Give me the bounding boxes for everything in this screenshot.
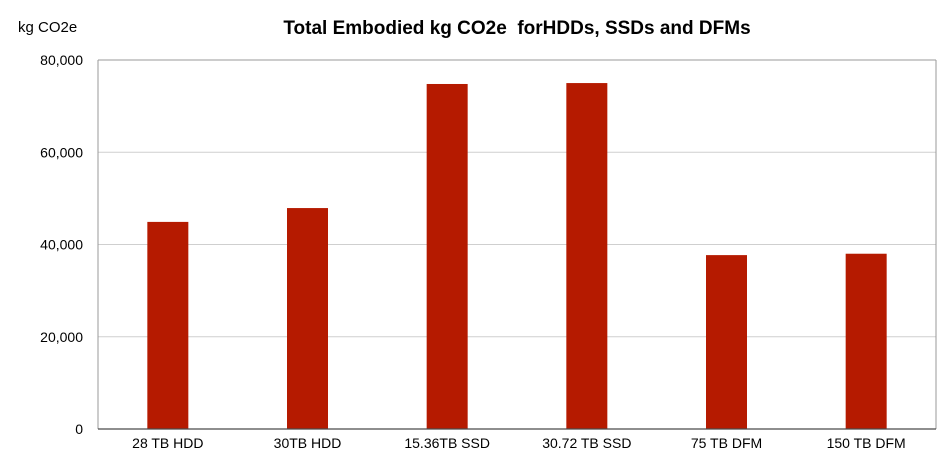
y-axis-label: kg CO2e [18, 19, 78, 36]
bar [287, 208, 328, 429]
bar [566, 83, 608, 429]
y-tick-label: 80,000 [40, 52, 83, 68]
y-tick-label: 40,000 [40, 237, 83, 253]
bar [706, 255, 747, 429]
x-tick-label: 30.72 TB SSD [542, 435, 631, 451]
x-tick-label: 28 TB HDD [132, 435, 203, 451]
x-tick-label: 75 TB DFM [691, 435, 762, 451]
bar [147, 221, 189, 429]
y-tick-label: 60,000 [40, 144, 83, 160]
bar [845, 253, 887, 429]
chart-title: Total Embodied kg CO2e forHDDs, SSDs and… [283, 18, 751, 39]
x-tick-label: 30TB HDD [274, 435, 342, 451]
y-tick-label: 0 [75, 421, 83, 437]
bar [426, 83, 468, 430]
x-tick-label: 15.36TB SSD [404, 435, 490, 451]
x-tick-label: 150 TB DFM [827, 435, 906, 451]
y-tick-label: 20,000 [40, 329, 83, 345]
